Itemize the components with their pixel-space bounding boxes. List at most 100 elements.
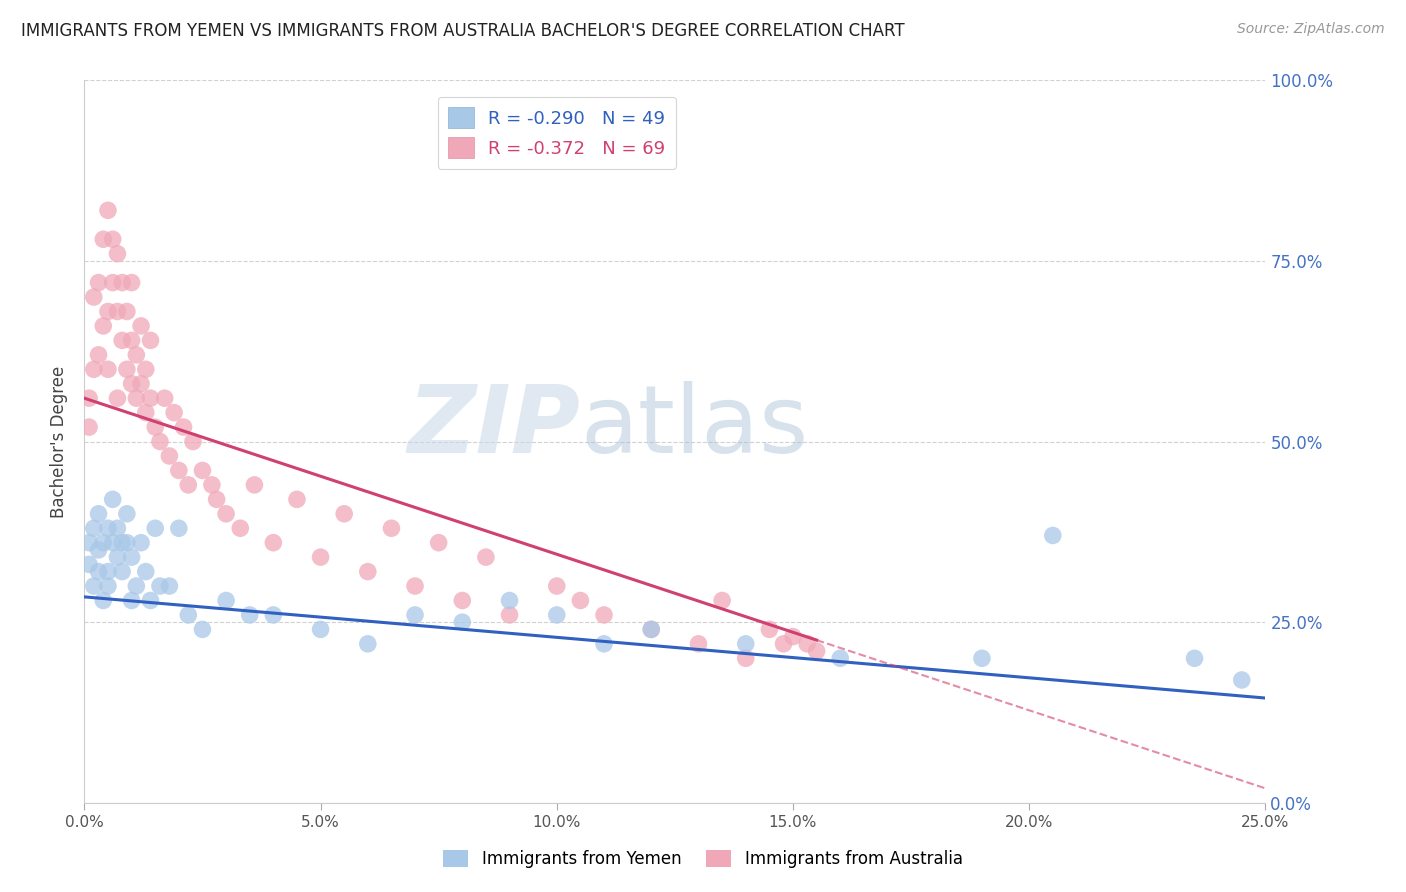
Point (167, 463, 190, 477)
Point (380, 521, 402, 535)
Point (173, 420, 195, 434)
Point (91, 318, 114, 333)
Point (640, 623, 662, 637)
Point (107, 304, 129, 318)
Point (101, 232, 124, 246)
Legend: R = -0.290   N = 49, R = -0.372   N = 69: R = -0.290 N = 49, R = -0.372 N = 69 (437, 96, 676, 169)
Point (177, 478, 200, 492)
Point (404, 579, 426, 593)
Point (758, 623, 780, 637)
Point (121, 550, 143, 565)
Point (711, 593, 734, 607)
Point (806, 644, 828, 658)
Point (121, 593, 143, 607)
Point (157, 579, 180, 593)
Point (107, 550, 129, 565)
Point (593, 607, 616, 622)
Point (139, 593, 162, 607)
Point (135, 362, 157, 376)
Text: atlas: atlas (581, 381, 808, 473)
Point (262, 535, 284, 549)
Point (782, 630, 804, 644)
Point (83, 521, 105, 535)
Point (77, 420, 100, 434)
Point (1042, 528, 1064, 542)
Point (1184, 651, 1206, 665)
Point (215, 593, 238, 607)
Point (97, 304, 120, 318)
Point (149, 434, 172, 449)
Point (215, 507, 238, 521)
Point (239, 607, 262, 622)
Point (498, 593, 520, 607)
Point (734, 651, 756, 665)
Point (357, 637, 380, 651)
Point (115, 507, 138, 521)
Point (101, 492, 124, 507)
Point (163, 406, 186, 420)
Point (87, 507, 110, 521)
Point (333, 507, 356, 521)
Point (97, 521, 120, 535)
Point (149, 579, 172, 593)
Point (135, 565, 157, 579)
Point (115, 304, 138, 318)
Point (101, 535, 124, 549)
Point (129, 318, 152, 333)
Legend: Immigrants from Yemen, Immigrants from Australia: Immigrants from Yemen, Immigrants from A… (437, 843, 969, 875)
Point (107, 391, 129, 405)
Point (404, 607, 426, 622)
Point (1230, 673, 1253, 687)
Point (229, 521, 252, 535)
Y-axis label: Bachelor's Degree: Bachelor's Degree (51, 366, 69, 517)
Point (205, 492, 228, 507)
Point (593, 637, 616, 651)
Point (285, 492, 308, 507)
Point (111, 565, 134, 579)
Point (91, 232, 114, 246)
Point (139, 391, 162, 405)
Point (83, 290, 105, 304)
Point (87, 565, 110, 579)
Point (83, 362, 105, 376)
Point (157, 449, 180, 463)
Point (129, 535, 152, 549)
Text: IMMIGRANTS FROM YEMEN VS IMMIGRANTS FROM AUSTRALIA BACHELOR'S DEGREE CORRELATION: IMMIGRANTS FROM YEMEN VS IMMIGRANTS FROM… (21, 22, 904, 40)
Point (309, 550, 332, 565)
Point (830, 651, 852, 665)
Point (139, 334, 162, 348)
Point (177, 607, 200, 622)
Point (191, 463, 214, 477)
Point (121, 276, 143, 290)
Point (87, 542, 110, 557)
Point (135, 406, 157, 420)
Point (357, 565, 380, 579)
Point (77, 558, 100, 572)
Point (115, 535, 138, 549)
Point (688, 637, 710, 651)
Point (97, 565, 120, 579)
Point (143, 521, 166, 535)
Point (111, 276, 134, 290)
Text: Source: ZipAtlas.com: Source: ZipAtlas.com (1237, 22, 1385, 37)
Point (262, 607, 284, 622)
Point (97, 579, 120, 593)
Point (125, 579, 148, 593)
Point (107, 246, 129, 260)
Point (309, 623, 332, 637)
Point (115, 362, 138, 376)
Point (97, 203, 120, 218)
Point (97, 362, 120, 376)
Point (87, 276, 110, 290)
Point (640, 623, 662, 637)
Point (111, 334, 134, 348)
Point (143, 420, 166, 434)
Point (121, 334, 143, 348)
Point (121, 376, 143, 391)
Point (970, 651, 993, 665)
Point (91, 535, 114, 549)
Point (451, 615, 474, 630)
Point (796, 637, 818, 651)
Point (111, 535, 134, 549)
Point (475, 550, 498, 565)
